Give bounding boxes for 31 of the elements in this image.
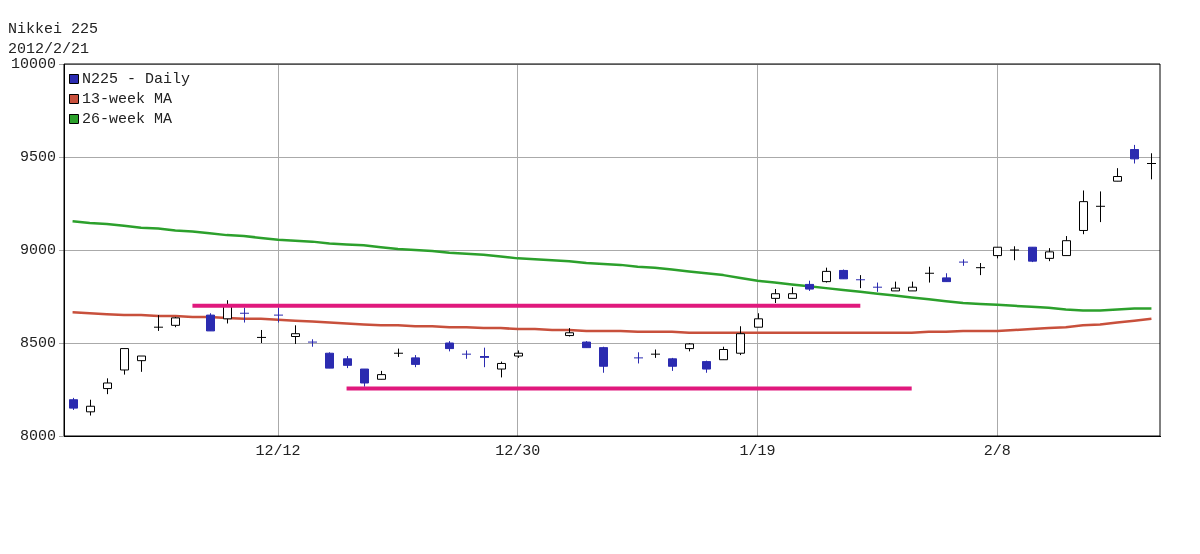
chart-title: Nikkei 225 xyxy=(8,20,99,38)
y-tick-label: 8000 xyxy=(19,427,57,445)
candlestick xyxy=(1096,190,1105,223)
y-tick-label: 8500 xyxy=(19,334,57,352)
candlestick xyxy=(274,307,283,324)
y-tick-label: 9500 xyxy=(19,148,57,166)
candlestick xyxy=(1010,245,1019,261)
legend-label: 26-week MA xyxy=(82,110,173,128)
y-tick-label: 10000 xyxy=(10,55,57,73)
candlestick xyxy=(462,349,471,360)
chart-subtitle: 2012/2/21 xyxy=(8,40,90,58)
candlestick xyxy=(976,262,985,276)
candlestick xyxy=(1147,152,1156,180)
x-tick-label: 1/19 xyxy=(739,442,776,460)
candlestick xyxy=(925,266,934,284)
candlestick xyxy=(480,347,489,368)
candlestick xyxy=(856,274,865,289)
candlestick xyxy=(634,351,643,364)
x-tick-label: 12/30 xyxy=(495,442,541,460)
x-tick-label: 12/12 xyxy=(255,442,301,460)
candlestick xyxy=(308,338,317,348)
candlestick xyxy=(154,314,163,332)
legend-label: 13-week MA xyxy=(82,90,173,108)
y-tick-label: 9000 xyxy=(19,241,57,259)
legend-label: N225 - Daily xyxy=(82,70,191,88)
candlestick xyxy=(736,325,745,356)
candlestick xyxy=(291,324,300,345)
candlestick xyxy=(599,346,608,374)
candlestick xyxy=(240,307,249,324)
x-tick-label: 2/8 xyxy=(983,442,1011,460)
candlestick xyxy=(257,329,266,344)
